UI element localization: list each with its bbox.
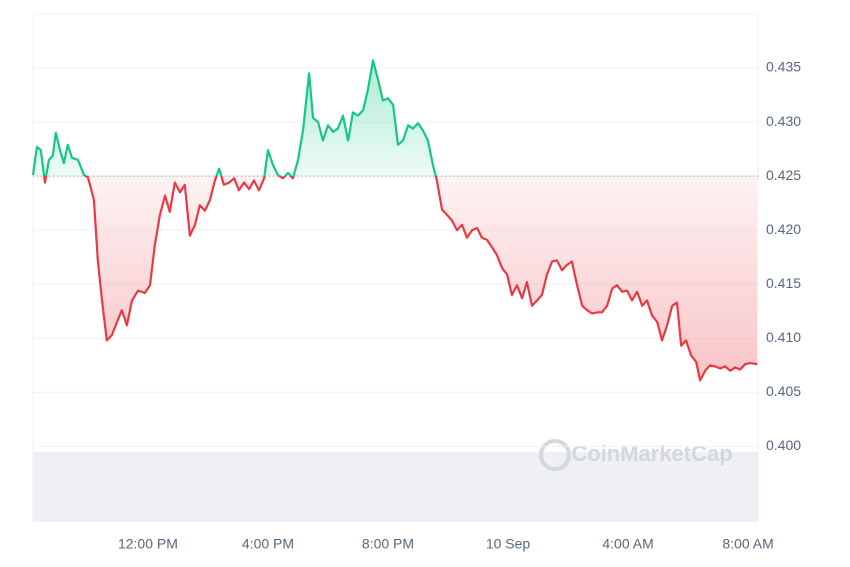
x-tick-label: 8:00 PM <box>362 536 414 552</box>
price-line <box>31 59 758 382</box>
y-tick-label: 0.435 <box>766 59 801 75</box>
y-tick-label: 0.425 <box>766 167 801 183</box>
x-tick-label: 12:00 PM <box>118 536 178 552</box>
y-tick-label: 0.410 <box>766 329 801 345</box>
y-tick-label: 0.420 <box>766 221 801 237</box>
watermark-logo <box>539 439 571 471</box>
x-tick-label: 4:00 AM <box>602 536 653 552</box>
y-tick-label: 0.405 <box>766 383 801 399</box>
area-down <box>33 176 758 381</box>
x-tick-label: 10 Sep <box>486 536 531 552</box>
volume-area <box>33 452 758 522</box>
y-tick-label: 0.430 <box>766 113 801 129</box>
x-tick-label: 8:00 AM <box>722 536 773 552</box>
y-tick-label: 0.415 <box>766 275 801 291</box>
y-tick-label: 0.400 <box>766 437 801 453</box>
watermark: CoinMarketCap <box>571 441 732 466</box>
area-up <box>33 60 436 177</box>
x-tick-label: 4:00 PM <box>242 536 294 552</box>
